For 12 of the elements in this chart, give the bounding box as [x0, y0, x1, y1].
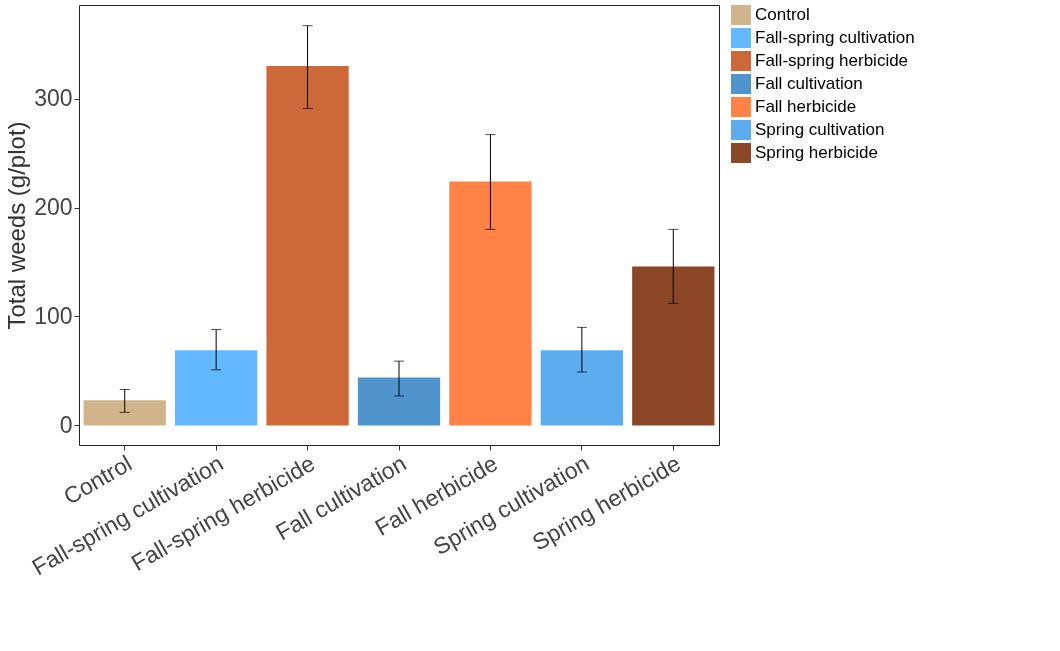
y-tick-label: 0: [59, 411, 73, 438]
legend-label: Fall-spring herbicide: [755, 51, 909, 70]
legend-label: Fall cultivation: [755, 74, 863, 93]
y-tick-label: 100: [34, 302, 73, 329]
legend-label: Fall herbicide: [755, 97, 857, 116]
y-tick-label: 300: [34, 85, 73, 112]
legend-label: Control: [755, 5, 810, 24]
y-tick-label: 200: [34, 194, 73, 221]
legend-label: Spring herbicide: [755, 143, 878, 162]
y-axis-title: Total weeds (g/plot): [3, 121, 31, 330]
legend-label: Spring cultivation: [755, 120, 885, 139]
legend-label: Fall-spring cultivation: [755, 28, 915, 47]
